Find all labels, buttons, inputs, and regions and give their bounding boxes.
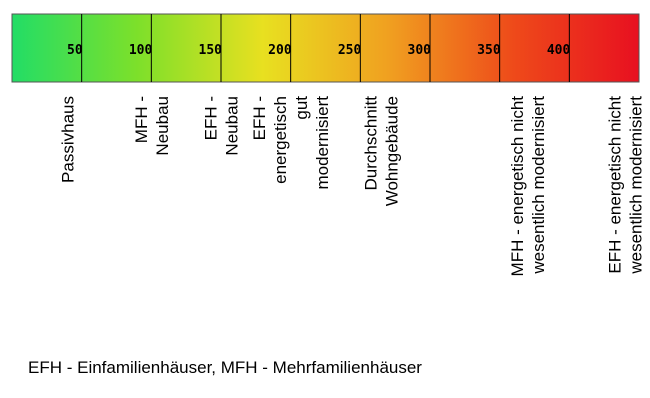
scale-ticks: 50 100 150 200 250 300 350 400 bbox=[67, 14, 571, 82]
energy-gradient-bar bbox=[11, 13, 640, 83]
tick-label-100: 100 bbox=[129, 43, 153, 58]
footnote: EFH - Einfamilienhäuser, MFH - Mehrfamil… bbox=[28, 358, 422, 377]
energy-scale-graphic: 50 100 150 200 250 300 350 400 Passivhaus MFH -N… bbox=[11, 13, 646, 277]
tick-label-150: 150 bbox=[199, 43, 223, 58]
category-label-line: EFH - energetisch nicht bbox=[606, 96, 625, 274]
category-label-line: energetisch bbox=[271, 96, 290, 184]
category-label-line: gut bbox=[292, 96, 311, 120]
tick-label-300: 300 bbox=[408, 43, 432, 58]
category-label-line: Neubau bbox=[153, 96, 172, 156]
category-label-line: EFH - bbox=[250, 96, 269, 140]
category-labels: Passivhaus MFH - Neubau EFH - Neubau EFH - ene… bbox=[59, 96, 646, 277]
category-label-line: wesentlich modernisiert bbox=[627, 96, 646, 275]
category-label-0: Passivhaus bbox=[59, 96, 78, 183]
category-label-line: Passivhaus bbox=[59, 96, 78, 183]
category-label-6: EFH - energetisch nicht wesentlich modern… bbox=[606, 96, 646, 275]
category-label-1: MFH - Neubau bbox=[132, 96, 172, 156]
category-label-5: MFH - energetisch nicht wesentlich modern… bbox=[508, 96, 548, 277]
category-label-3: EFH - energetisch gut modernisiert bbox=[250, 96, 332, 190]
tick-label-250: 250 bbox=[338, 43, 362, 58]
tick-label-350: 350 bbox=[477, 43, 501, 58]
tick-label-50: 50 bbox=[67, 43, 83, 58]
tick-label-400: 400 bbox=[547, 43, 571, 58]
category-label-line: modernisiert bbox=[313, 96, 332, 190]
category-label-line: wesentlich modernisiert bbox=[529, 96, 548, 275]
category-label-line: Neubau bbox=[223, 96, 242, 156]
category-label-4: Durchschnitt Wohngebäude bbox=[362, 96, 402, 207]
category-label-line: EFH - bbox=[202, 96, 221, 140]
category-label-line: MFH - bbox=[132, 96, 151, 143]
category-label-line: MFH - energetisch nicht bbox=[508, 96, 527, 277]
category-label-2: EFH - Neubau bbox=[202, 96, 242, 156]
category-label-line: Wohngebäude bbox=[383, 96, 402, 206]
tick-label-200: 200 bbox=[268, 43, 292, 58]
category-label-line: Durchschnitt bbox=[362, 96, 381, 191]
